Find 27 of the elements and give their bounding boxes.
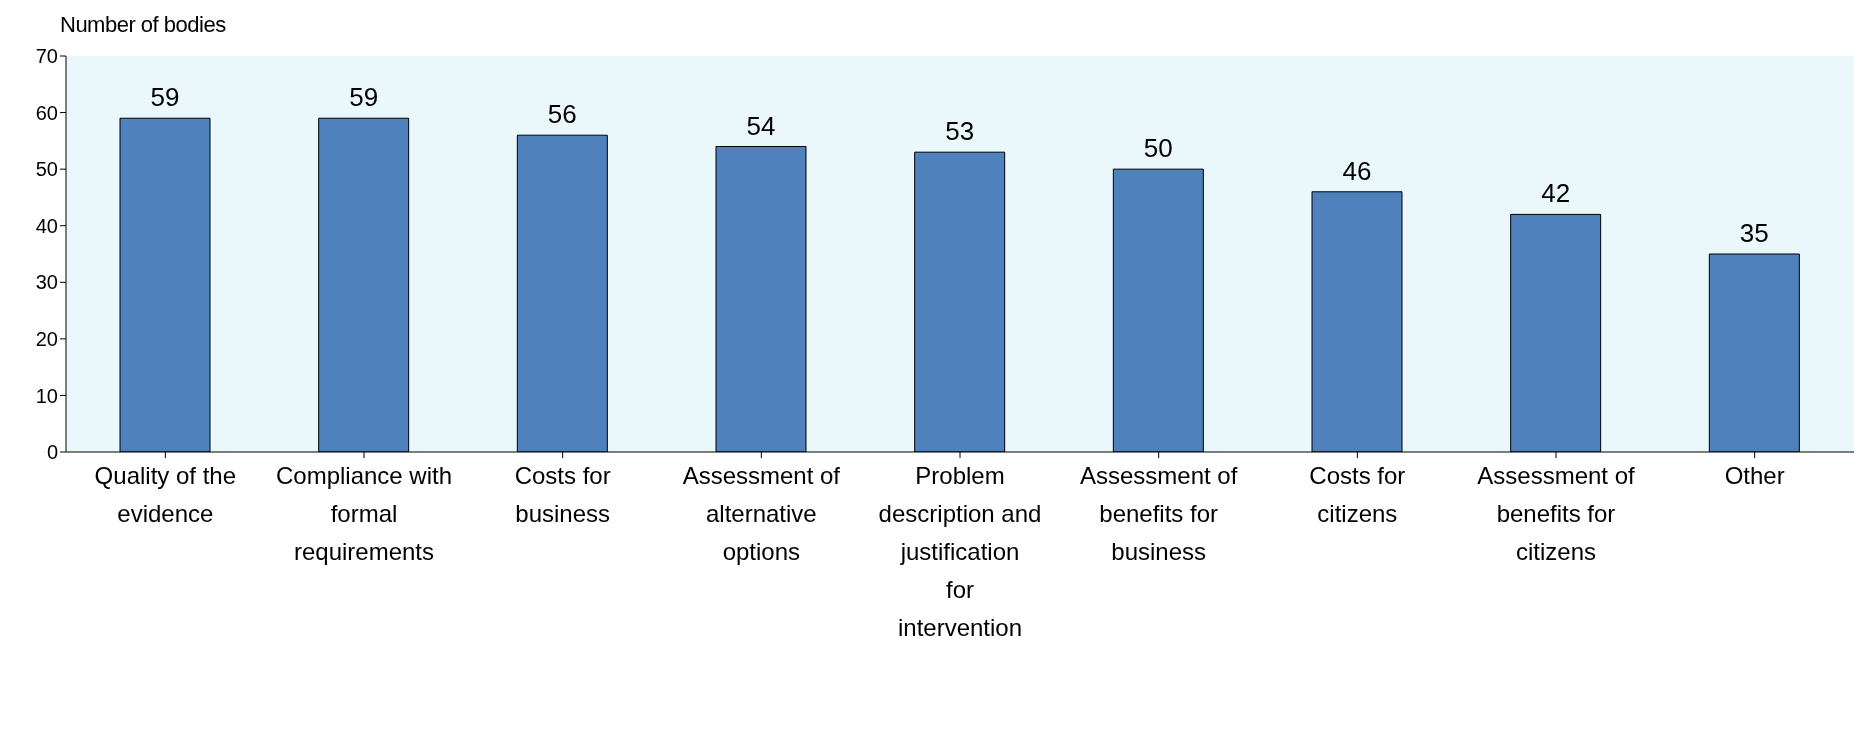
data-label: 35 [1739, 218, 1769, 248]
data-label: 56 [547, 99, 577, 130]
y-tick-label: 0 [46, 441, 58, 464]
x-tick-label: Assessment of benefits for citizens [1477, 462, 1636, 565]
y-tick-label: 30 [35, 271, 58, 294]
data-label: 59 [150, 82, 180, 113]
x-tick-label: Costs for business [514, 462, 611, 527]
x-tick-label: Compliance with formal requirements [275, 462, 453, 565]
x-tick-label: Quality of the evidence [94, 462, 237, 527]
x-tick-label: Assessment of benefits for business [1079, 462, 1238, 565]
y-axis-title: Number of bodies [60, 12, 226, 38]
data-label: 42 [1541, 178, 1571, 209]
data-label: 46 [1342, 155, 1372, 186]
y-tick-label: 60 [35, 101, 58, 124]
x-tick-label: Problem description and justification for intervention [878, 462, 1042, 641]
y-tick-label: 40 [35, 214, 58, 237]
x-tick-label: Assessment of alternative options [682, 462, 841, 565]
y-tick-label: 20 [35, 327, 58, 350]
data-label: 54 [746, 110, 776, 141]
data-label: 50 [1143, 133, 1173, 164]
y-tick-label: 50 [35, 158, 58, 181]
y-tick-label: 10 [35, 384, 58, 407]
y-tick-label: 70 [35, 45, 58, 68]
data-label: 53 [945, 116, 975, 147]
x-tick-label: Other [1724, 462, 1785, 489]
data-label: 59 [349, 82, 379, 113]
x-tick-label: Costs for citizens [1309, 462, 1406, 527]
